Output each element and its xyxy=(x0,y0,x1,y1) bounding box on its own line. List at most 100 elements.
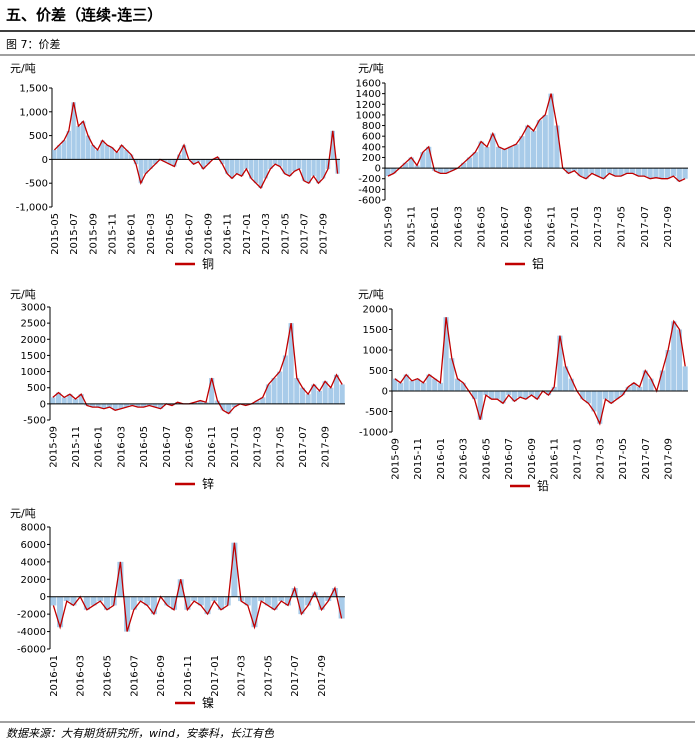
bar xyxy=(648,378,654,391)
bar xyxy=(288,323,294,404)
bar xyxy=(625,386,631,391)
bar xyxy=(580,391,586,400)
y-tick-label: 0 xyxy=(375,164,381,175)
bar xyxy=(454,378,461,391)
bar xyxy=(143,159,148,174)
bar xyxy=(225,159,230,174)
bar xyxy=(258,596,265,602)
x-tick-label: 2017-09 xyxy=(319,213,330,255)
x-tick-label: 2015-09 xyxy=(48,426,59,468)
bar xyxy=(146,403,152,406)
bar xyxy=(301,159,307,181)
bar xyxy=(523,391,529,400)
bar xyxy=(103,596,111,610)
bar xyxy=(665,350,671,391)
bar xyxy=(138,159,143,184)
y-tick-label: 2500 xyxy=(21,319,46,330)
bar xyxy=(571,168,577,171)
bar xyxy=(489,391,495,400)
bar xyxy=(172,159,177,167)
bar xyxy=(670,168,677,177)
y-tick-label: 2000 xyxy=(363,305,388,316)
bar xyxy=(471,391,478,400)
y-tick-label: 500 xyxy=(27,383,46,394)
bar xyxy=(565,168,572,174)
source: 数据来源：大有期货研究所，wind，安泰科，长江有色 xyxy=(6,727,275,740)
legend-label: 铜 xyxy=(202,256,214,271)
bar xyxy=(551,386,557,391)
bar xyxy=(264,596,271,606)
bar xyxy=(205,159,211,165)
bar xyxy=(184,596,191,610)
y-tick-label: -400 xyxy=(358,185,381,196)
bar xyxy=(292,159,297,172)
y-tick-label: 0 xyxy=(40,399,46,410)
series-line xyxy=(52,322,343,415)
bar xyxy=(273,159,278,165)
bar xyxy=(107,403,113,408)
x-tick-label: 2016-01 xyxy=(430,206,441,248)
bar xyxy=(597,391,603,424)
bar xyxy=(177,154,182,160)
bar xyxy=(494,391,500,400)
x-tick-label: 2016-09 xyxy=(184,426,195,468)
bar xyxy=(490,133,496,169)
bar xyxy=(426,146,432,169)
x-tick-label: 2017-01 xyxy=(573,438,584,480)
bar xyxy=(391,168,397,174)
bar xyxy=(70,596,77,606)
y-tick-label: 8000 xyxy=(21,523,46,534)
bar xyxy=(52,149,57,160)
x-tick-label: 2017-01 xyxy=(230,426,241,468)
bar xyxy=(214,400,220,404)
x-tick-label: 2015-11 xyxy=(413,438,424,480)
bar xyxy=(244,159,249,169)
bar xyxy=(403,374,409,391)
bar xyxy=(583,168,589,179)
y-tick-label: 500 xyxy=(29,131,48,142)
bar xyxy=(217,596,224,610)
figure-title: 图 7：价差 xyxy=(6,37,61,51)
bar xyxy=(197,400,203,404)
x-tick-label: 2015-11 xyxy=(407,206,418,248)
x-tick-label: 2016-03 xyxy=(116,426,127,468)
x-tick-label: 2016-07 xyxy=(162,426,173,468)
bar xyxy=(432,378,438,391)
bar xyxy=(682,168,688,179)
bar xyxy=(483,391,489,396)
bar xyxy=(109,147,115,160)
bar xyxy=(338,596,345,619)
bar xyxy=(528,391,535,396)
bar xyxy=(311,592,318,597)
bar xyxy=(664,168,671,179)
bar xyxy=(335,159,340,174)
y-tick-label: -200 xyxy=(358,174,381,185)
bar xyxy=(50,397,56,404)
legend-label: 锌 xyxy=(202,477,214,491)
y-tick-label: 1,000 xyxy=(19,107,48,118)
bar xyxy=(420,382,426,391)
x-tick-label: 2015-09 xyxy=(88,213,99,255)
bar xyxy=(333,374,340,404)
bar xyxy=(525,125,531,169)
x-tick-label: 2016-05 xyxy=(102,655,113,697)
y-tick-label: 0 xyxy=(382,387,388,398)
bar xyxy=(133,159,139,165)
bar xyxy=(568,378,574,391)
bar xyxy=(316,159,321,184)
bar xyxy=(135,403,141,408)
y-tick-label: 500 xyxy=(369,366,388,377)
bar xyxy=(144,596,151,606)
y-tick-label: 1600 xyxy=(356,79,381,90)
bar xyxy=(484,146,490,169)
bar xyxy=(478,141,484,169)
x-tick-label: 2017-01 xyxy=(242,213,253,255)
bar xyxy=(258,159,263,188)
bar xyxy=(414,165,420,169)
bar xyxy=(57,596,64,628)
x-tick-label: 2016-09 xyxy=(204,213,215,255)
bar xyxy=(231,403,237,408)
bar xyxy=(331,588,338,597)
bar xyxy=(631,382,637,391)
x-tick-label: 2017-05 xyxy=(618,438,629,480)
